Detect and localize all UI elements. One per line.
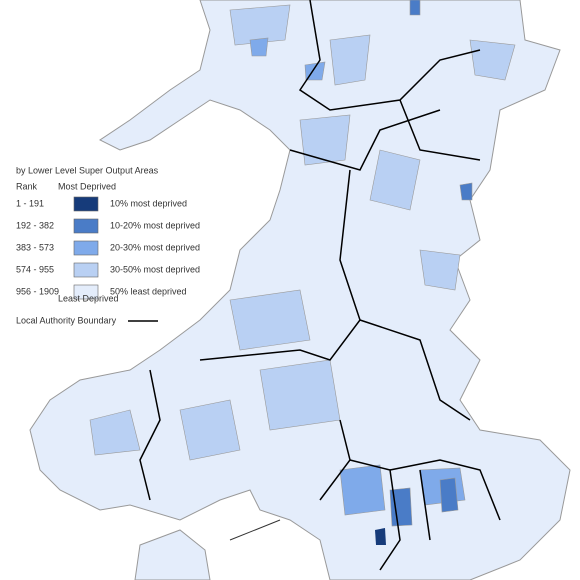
legend-rank: 956 - 1909 — [16, 286, 59, 296]
legend-rank-header: Rank — [16, 181, 38, 191]
legend-label: 50% least deprived — [110, 286, 187, 296]
areas — [389, 0, 473, 527]
bridge-line — [229, 519, 281, 541]
authority-boundaries — [139, 0, 501, 571]
legend-swatch — [73, 196, 99, 212]
legend: by Lower Level Super Output Areas Rank M… — [16, 165, 200, 325]
legend-bottom-label: Least Deprived — [58, 293, 119, 303]
peninsula — [134, 529, 211, 580]
legend-rank: 574 - 955 — [16, 264, 54, 274]
legend-swatch — [73, 262, 99, 278]
legend-label: 10-20% most deprived — [110, 220, 200, 230]
legend-label: 10% most deprived — [110, 198, 187, 208]
legend-top-label: Most Deprived — [58, 181, 116, 191]
legend-title: by Lower Level Super Output Areas — [16, 165, 159, 175]
legend-label: 20-30% most deprived — [110, 242, 200, 252]
areas — [89, 4, 516, 461]
legend-swatch — [73, 240, 99, 256]
legend-rank: 192 - 382 — [16, 220, 54, 230]
legend-rank: 383 - 573 — [16, 242, 54, 252]
wales-map — [29, 0, 571, 580]
legend-label: 30-50% most deprived — [110, 264, 200, 274]
legend-rank: 1 - 191 — [16, 198, 44, 208]
legend-items: 1 - 191 10% most deprived 192 - 382 10-20% … — [16, 196, 200, 300]
legend-swatch — [73, 218, 99, 234]
legend-boundary-label: Local Authority Boundary — [16, 315, 117, 325]
legend-swatch — [73, 284, 99, 300]
areas — [375, 528, 386, 545]
